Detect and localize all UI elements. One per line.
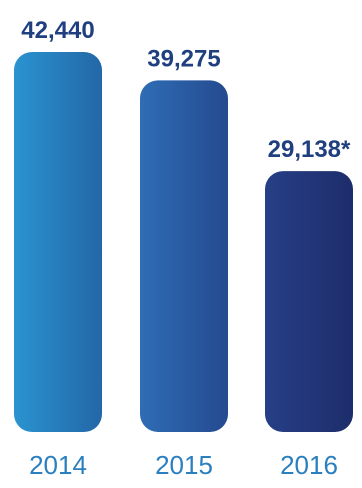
value-labels-layer: 42,440 39,275 29,138* [21, 17, 351, 163]
x-tick-label-2015: 2015 [155, 450, 213, 480]
bar-2016 [265, 171, 353, 432]
bar-2014 [14, 52, 102, 432]
value-label-2014: 42,440 [21, 17, 94, 44]
bars-layer [14, 52, 353, 432]
bar-2015 [140, 80, 228, 432]
x-tick-label-2014: 2014 [29, 450, 87, 480]
value-label-2016: 29,138* [268, 136, 351, 163]
x-tick-label-2016: 2016 [280, 450, 338, 480]
value-label-2015: 39,275 [147, 45, 220, 72]
x-axis-tick-labels: 2014 2015 2016 [29, 450, 338, 480]
